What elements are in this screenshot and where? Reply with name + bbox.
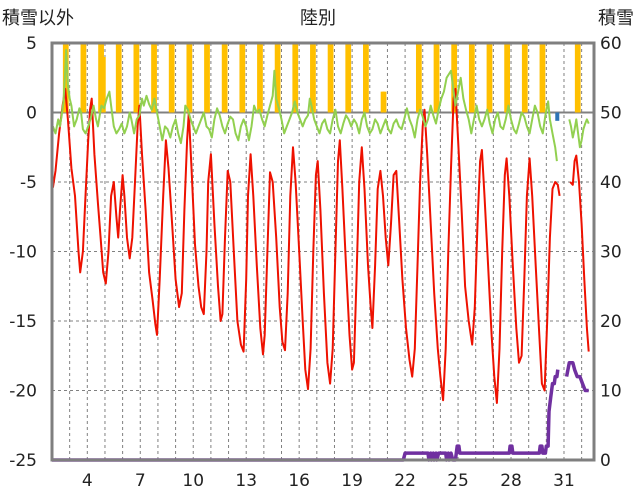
sunshine-bar xyxy=(117,43,122,113)
sunshine-bar xyxy=(276,43,281,113)
sunshine-bar xyxy=(347,43,352,113)
sunshine-bar xyxy=(294,43,299,113)
x-tick-label: 31 xyxy=(553,471,575,491)
sunshine-bar xyxy=(435,43,440,113)
sunshine-bar xyxy=(488,43,493,113)
x-tick-label: 19 xyxy=(341,471,363,491)
x-tick-label: 10 xyxy=(182,471,204,491)
sunshine-bar xyxy=(205,43,210,113)
bar-series xyxy=(62,43,581,121)
wind-line xyxy=(568,118,590,149)
sunshine-bar xyxy=(135,43,140,113)
chart-title: 陸別 xyxy=(300,8,336,29)
x-tick-label: 16 xyxy=(288,471,310,491)
x-tick-label: 7 xyxy=(135,471,146,491)
right-tick-label: 50 xyxy=(600,104,622,124)
sunshine-bar xyxy=(470,43,475,113)
sunshine-bar xyxy=(382,91,387,113)
left-tick-label: -25 xyxy=(9,451,37,471)
sunshine-bar xyxy=(417,43,422,113)
sunshine-bar xyxy=(82,43,87,113)
sunshine-bar xyxy=(311,43,316,113)
left-tick-label: -10 xyxy=(9,243,37,263)
temperature-line xyxy=(51,87,561,404)
sunshine-bar xyxy=(329,43,334,113)
right-tick-label: 10 xyxy=(600,382,622,402)
sunshine-bar xyxy=(241,43,246,113)
sunshine-bar xyxy=(258,43,263,113)
sunshine-bar xyxy=(101,56,106,113)
sunshine-bar xyxy=(541,43,546,113)
precipitation-bar xyxy=(555,112,560,121)
line-series xyxy=(51,49,590,462)
right-tick-label: 60 xyxy=(600,34,622,54)
x-tick-label: 28 xyxy=(500,471,522,491)
snow_depth-line xyxy=(52,369,560,462)
right-tick-label: 30 xyxy=(600,243,622,263)
right-tick-label: 20 xyxy=(600,312,622,332)
left-tick-label: -5 xyxy=(20,173,37,193)
right-tick-label: 0 xyxy=(600,451,611,471)
right-axis-label: 積雪 xyxy=(598,8,634,29)
wind-line xyxy=(51,49,558,162)
x-tick-label: 22 xyxy=(394,471,416,491)
x-tick-label: 4 xyxy=(82,471,93,491)
left-tick-label: 0 xyxy=(26,104,37,124)
left-tick-label: 5 xyxy=(26,34,37,54)
left-tick-label: -20 xyxy=(9,382,37,402)
sunshine-bar xyxy=(223,43,228,113)
sunshine-bar xyxy=(506,43,511,113)
plot-frame xyxy=(50,41,596,462)
temperature-line xyxy=(569,154,590,352)
sunshine-bar xyxy=(152,43,157,113)
sunshine-bar xyxy=(576,43,581,113)
sunshine-bar xyxy=(188,43,193,113)
sunshine-bar xyxy=(364,43,369,113)
sunshine-bar xyxy=(453,43,458,113)
sunshine-bar xyxy=(170,43,175,113)
x-tick-label: 25 xyxy=(447,471,469,491)
x-tick-label: 13 xyxy=(235,471,257,491)
left-tick-label: -15 xyxy=(9,312,37,332)
left-axis-label: 積雪以外 xyxy=(2,8,74,29)
sunshine-bar xyxy=(523,43,528,113)
snow_depth-line xyxy=(564,360,589,393)
right-tick-label: 40 xyxy=(600,173,622,193)
